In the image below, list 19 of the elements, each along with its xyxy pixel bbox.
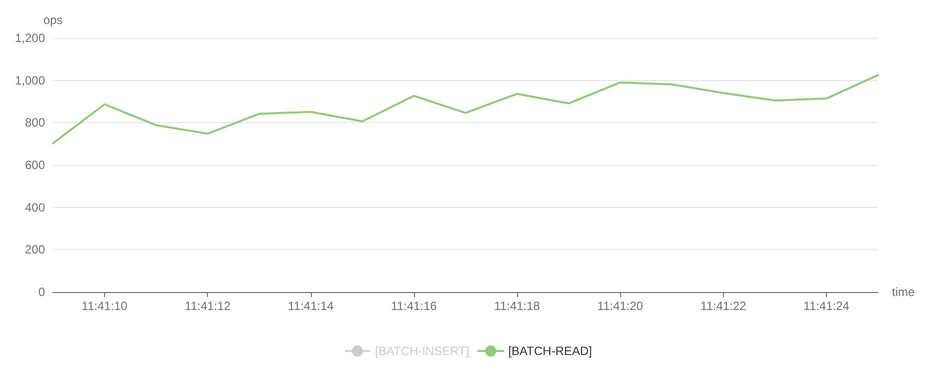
y-tick-label: 0 [38, 285, 46, 299]
y-tick-label: 800 [24, 116, 46, 130]
x-tick-label: 11:41:16 [391, 299, 438, 313]
y-tick-label: 1,000 [14, 73, 46, 88]
x-tick-label: 11:41:20 [597, 299, 644, 313]
x-tick-label: 11:41:24 [804, 299, 850, 313]
y-axis-title: ops [43, 13, 63, 27]
legend-label: [BATCH-READ] [508, 344, 592, 358]
x-tick-label: 11:41:22 [700, 299, 747, 313]
y-tick-label: 400 [24, 200, 46, 214]
y-tick-label: 600 [24, 158, 46, 172]
x-axis-title: time [892, 285, 915, 299]
x-tick-label: 11:41:12 [184, 299, 231, 313]
y-tick-label: 1,200 [14, 31, 46, 45]
x-tick-label: 11:41:10 [82, 299, 128, 313]
x-tick-label: 11:41:14 [288, 299, 334, 313]
y-tick-label: 200 [24, 242, 46, 257]
line-series [52, 74, 879, 144]
x-tick-label: 11:41:18 [494, 299, 540, 313]
